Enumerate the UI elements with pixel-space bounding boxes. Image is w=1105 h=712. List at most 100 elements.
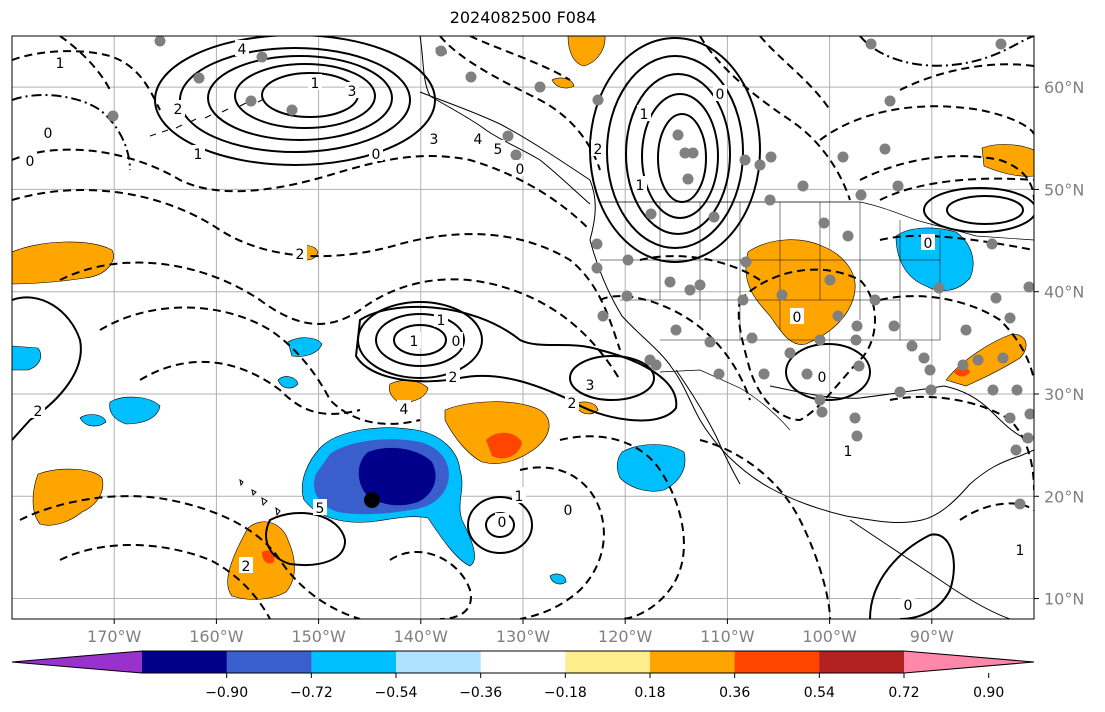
station-dot: [286, 104, 298, 116]
station-dot: [972, 354, 984, 366]
contour-label: 4: [238, 42, 247, 58]
station-dot: [764, 194, 776, 206]
longitude-tick-label: 100°W: [802, 627, 857, 646]
contour-label: 1: [194, 147, 203, 163]
station-dot: [687, 147, 699, 159]
station-dot: [1022, 432, 1034, 444]
baja-california: [675, 369, 741, 485]
contour-label: 0: [516, 162, 525, 178]
colorbar-tick-label: 0.90: [973, 685, 1004, 701]
colorbar-min-extend: [12, 651, 142, 673]
latitude-tick-label: 30°N: [1044, 385, 1084, 404]
contour-label-bg: [235, 40, 249, 56]
latitude-tick-label: 10°N: [1044, 590, 1084, 609]
contour-label: 2: [594, 142, 603, 158]
positive-contours: [12, 36, 1034, 619]
contour-label: 0: [818, 370, 827, 386]
station-dot: [107, 110, 119, 122]
contour-label-bg: [239, 557, 253, 573]
station-dot: [502, 130, 514, 142]
station-dot: [591, 238, 603, 250]
negative-anomaly-patch: [79, 414, 107, 427]
strong-positive-core: [486, 432, 522, 459]
longitude-tick-label: 110°W: [700, 627, 755, 646]
negative-anomaly-patch: [12, 345, 41, 371]
contour-label-bg: [491, 140, 505, 156]
contour-label: 2: [242, 559, 251, 575]
station-dot: [597, 310, 609, 322]
station-dot: [644, 354, 656, 366]
station-dot: [894, 386, 906, 398]
station-dot: [850, 334, 862, 346]
station-dot: [784, 347, 796, 359]
contour-label-bg: [53, 54, 67, 70]
station-dot: [592, 94, 604, 106]
station-dot: [193, 72, 205, 84]
station-markers: [107, 36, 1034, 510]
positive-anomaly-patch: [32, 468, 104, 526]
longitude-tick-label: 160°W: [189, 627, 244, 646]
contour-label: 0: [452, 334, 461, 350]
colorbar-max-extend: [904, 651, 1034, 673]
station-dot: [679, 147, 691, 159]
contour-label: 3: [348, 84, 357, 100]
station-dot: [801, 368, 813, 380]
station-dot: [842, 230, 854, 242]
colorbar-outline: [11, 650, 1035, 674]
positive-anomaly-patch: [12, 241, 114, 285]
station-dot: [924, 364, 936, 376]
station-dot: [832, 310, 844, 322]
contour-label-bg: [369, 145, 383, 161]
positive-anomaly-patch: [981, 144, 1034, 177]
station-dot: [256, 51, 268, 63]
station-dot: [510, 149, 522, 161]
colorbar-tick-label: −0.72: [290, 685, 333, 701]
latitude-tick-label: 50°N: [1044, 180, 1084, 199]
contour-label: 0: [904, 598, 913, 614]
contour-label: 1: [56, 56, 65, 72]
station-dot: [849, 412, 861, 424]
positive-anomaly-patch: [745, 239, 856, 345]
station-dot: [879, 143, 891, 155]
longitude-tick-label: 90°W: [910, 627, 954, 646]
alaska-coast: [419, 36, 591, 205]
station-dot: [1011, 384, 1023, 396]
station-dot: [245, 95, 257, 107]
us-mexico-border: [659, 369, 791, 431]
coastlines: [149, 36, 1034, 619]
station-dot: [853, 360, 865, 372]
station-dot: [865, 38, 877, 50]
colorbar-tick-label: 0.54: [804, 685, 835, 701]
colorbar-tick-label: −0.36: [459, 685, 502, 701]
station-dot: [684, 284, 696, 296]
station-dot: [694, 279, 706, 291]
contour-label-bg: [1013, 541, 1027, 557]
colorbar-tick-label: −0.54: [375, 685, 418, 701]
station-dot: [1004, 312, 1016, 324]
contour-label-bg: [446, 368, 460, 384]
station-dot: [986, 238, 998, 250]
contour-label: 2: [449, 370, 458, 386]
negative-contours: [12, 36, 1034, 619]
station-dot: [1004, 412, 1016, 424]
station-dot: [682, 173, 694, 185]
colorbar-band: [142, 651, 228, 673]
contour-label-bg: [513, 160, 527, 176]
latitude-tick-label: 20°N: [1044, 487, 1084, 506]
station-dot: [740, 256, 752, 268]
station-dot: [888, 320, 900, 332]
contour-label-bg: [921, 234, 935, 250]
colorbar-tick-label: 0.72: [888, 685, 919, 701]
contour-label-bg: [23, 152, 37, 168]
contour-label-bg: [471, 130, 485, 146]
contour-label-bg: [313, 499, 327, 515]
colorbar-band: [734, 651, 820, 673]
contour-label: 0: [372, 147, 381, 163]
station-dot: [776, 289, 788, 301]
contour-label: 0: [793, 310, 802, 326]
contour-label: 2: [174, 102, 183, 118]
station-dot: [765, 151, 777, 163]
negative-anomaly-patch: [895, 227, 974, 291]
station-dot: [837, 151, 849, 163]
